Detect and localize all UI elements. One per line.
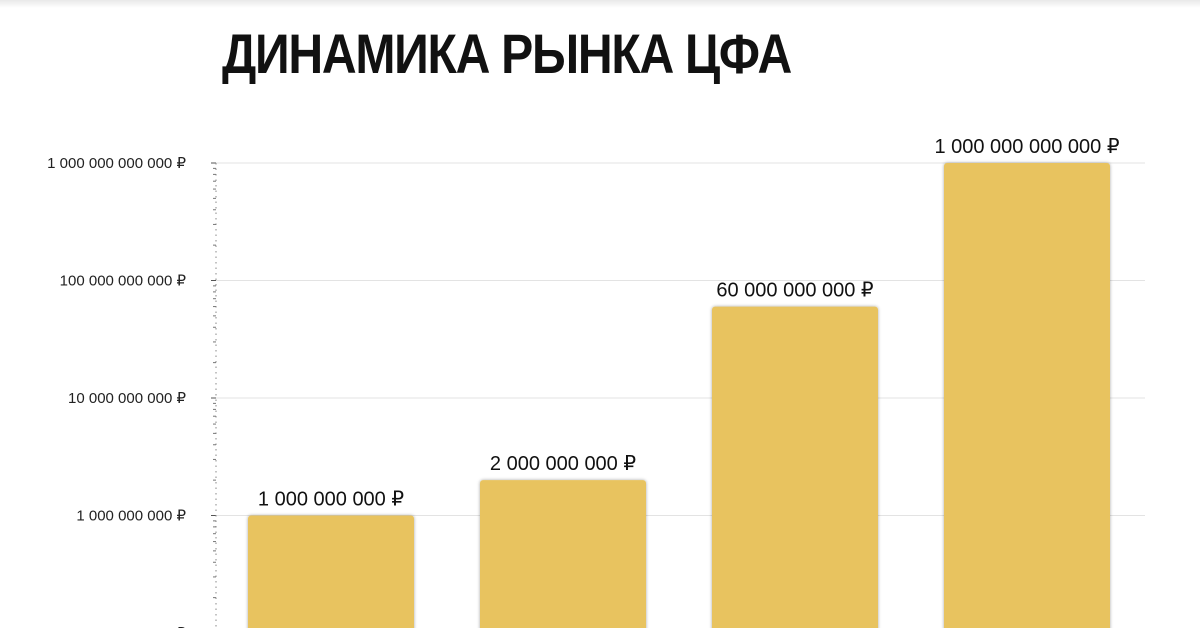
bar [248, 515, 414, 628]
data-label: 1 000 000 000 000 ₽ [934, 136, 1119, 158]
bar [712, 306, 878, 628]
y-tick-label: 100 000 000 000 ₽ [60, 273, 187, 290]
data-label: 60 000 000 000 ₽ [716, 280, 874, 302]
bar [944, 163, 1110, 628]
bar [480, 480, 646, 628]
chart-title: ДИНАМИКА РЫНКА ЦФА [222, 22, 792, 85]
data-label: 1 000 000 000 ₽ [258, 489, 404, 511]
y-tick-label: 1 000 000 000 ₽ [76, 508, 186, 525]
y-tick-label: 10 000 000 000 ₽ [68, 390, 186, 407]
y-tick-label: 100 000 000 ₽ [89, 625, 187, 628]
data-labels: 1 000 000 000 ₽ 2 000 000 000 ₽ 60 000 000… [258, 136, 1120, 511]
bars [248, 163, 1110, 628]
top-edge-shadow [0, 0, 1200, 8]
y-tick-label: 1 000 000 000 000 ₽ [47, 155, 186, 172]
y-axis: 100 000 000 ₽ 1 000 000 000 ₽ 10 000 000 0… [47, 155, 217, 628]
data-label: 2 000 000 000 ₽ [490, 453, 636, 475]
